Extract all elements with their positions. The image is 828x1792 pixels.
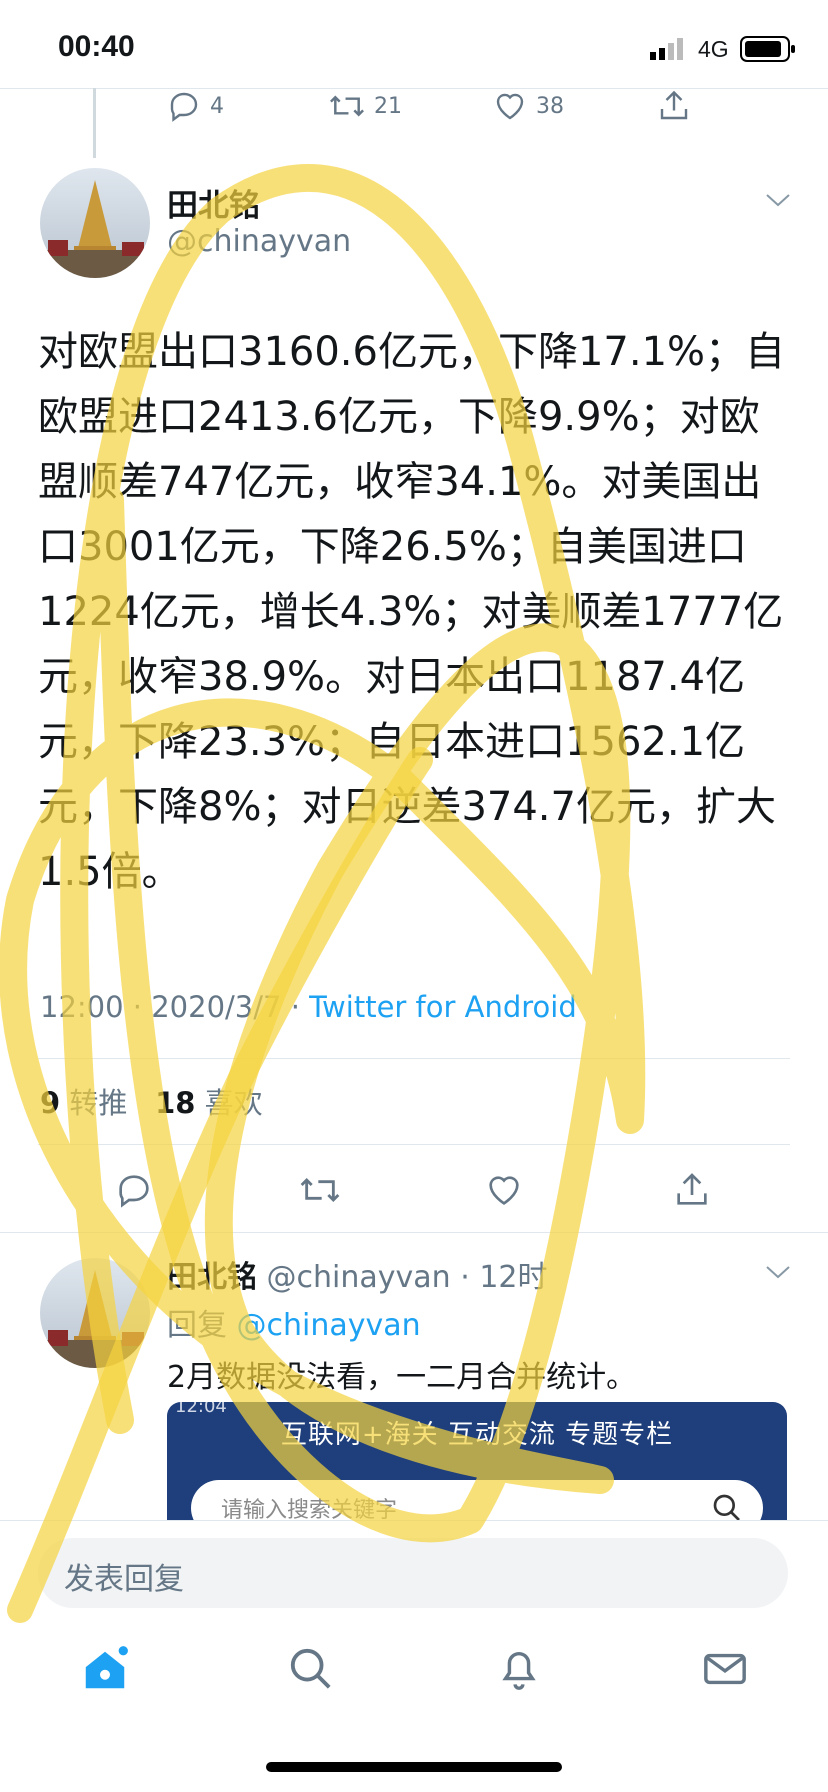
tweet-source-link[interactable]: Twitter for Android	[309, 990, 577, 1024]
prev-retweet-button[interactable]: 21	[328, 88, 402, 124]
share-icon	[660, 90, 688, 120]
meta-separator: ·	[290, 990, 310, 1024]
embed-search-placeholder: 请输入搜索关键字	[221, 1498, 398, 1520]
prev-retweet-count: 21	[374, 93, 402, 119]
like-count: 18	[155, 1086, 196, 1120]
reply-author-name[interactable]: 田北铭	[167, 1260, 257, 1295]
chevron-down-icon[interactable]	[764, 190, 792, 210]
status-time: 00:40	[58, 30, 135, 63]
embed-search-box: 请输入搜索关键字	[191, 1480, 763, 1520]
reply-avatar[interactable]	[40, 1258, 150, 1368]
search-icon[interactable]	[288, 1646, 334, 1692]
retweet-count: 9	[40, 1086, 61, 1120]
home-icon[interactable]	[80, 1644, 130, 1694]
retweet-label: 转推	[69, 1086, 128, 1120]
composer-divider	[0, 1520, 828, 1521]
replying-to: 回复 @chinayvan	[167, 1300, 421, 1344]
battery-icon	[740, 36, 795, 62]
reply-button[interactable]	[114, 1170, 154, 1210]
reply-header: 田北铭 @chinayvan · 12时	[167, 1252, 548, 1296]
like-label: 喜欢	[204, 1086, 263, 1120]
counts-divider	[38, 1144, 790, 1145]
actions-divider	[0, 1232, 828, 1233]
prev-share-button[interactable]	[656, 88, 692, 124]
reply-chevron-down-icon[interactable]	[764, 1262, 792, 1282]
prev-like-count: 38	[536, 93, 564, 119]
like-stat[interactable]: 18 喜欢	[155, 1086, 263, 1120]
avatar-image	[40, 1258, 150, 1368]
replying-label: 回复	[167, 1308, 227, 1343]
reply-text: 2月数据没法看，一二月合并统计。	[167, 1360, 637, 1395]
reply-author-handle[interactable]: @chinayvan	[266, 1260, 451, 1295]
notifications-icon[interactable]	[496, 1644, 542, 1694]
retweet-button[interactable]	[298, 1170, 342, 1210]
author-name[interactable]: 田北铭	[167, 188, 260, 224]
prev-like-button[interactable]: 38	[492, 88, 564, 124]
engagement-counts: 9 转推 18 喜欢	[40, 1080, 263, 1122]
tweet-date: 2020/3/7	[151, 990, 282, 1024]
tweet-time: 12:00	[40, 990, 124, 1024]
status-bar: 00:40 4G	[0, 0, 828, 88]
prev-reply-count: 4	[210, 93, 224, 119]
reply-separator: ·	[460, 1260, 470, 1295]
network-type: 4G	[698, 36, 729, 62]
embed-search-icon	[713, 1494, 740, 1520]
heart-icon	[496, 93, 524, 120]
messages-icon[interactable]	[702, 1646, 748, 1692]
like-button[interactable]	[484, 1170, 524, 1210]
retweet-stat[interactable]: 9 转推	[40, 1086, 127, 1120]
tab-bar	[0, 1620, 828, 1730]
reply-age: 12时	[479, 1260, 548, 1295]
meta-divider	[38, 1058, 790, 1059]
reply-composer-input[interactable]: 发表回复	[38, 1538, 788, 1608]
thread-line	[93, 88, 96, 158]
meta-separator: ·	[132, 990, 152, 1024]
reply-embedded-image[interactable]: 12:04 互联网+海关 互动交流 专题专栏 请输入搜索关键字	[167, 1402, 787, 1520]
signal-icon	[650, 38, 683, 60]
reply-icon	[170, 92, 198, 122]
author-handle[interactable]: @chinayvan	[167, 224, 352, 259]
avatar-image	[40, 168, 150, 278]
tweet-text: 对欧盟出口3160.6亿元，下降17.1%；自欧盟进口2413.6亿元，下降9.…	[38, 329, 786, 895]
replying-handle-link[interactable]: @chinayvan	[236, 1308, 421, 1343]
prev-reply-button[interactable]: 4	[166, 88, 224, 124]
top-divider	[0, 88, 828, 89]
avatar[interactable]	[40, 168, 150, 278]
composer-placeholder: 发表回复	[64, 1562, 184, 1597]
tweet-meta: 12:00 · 2020/3/7 · Twitter for Android	[40, 990, 577, 1024]
share-button[interactable]	[672, 1170, 712, 1210]
home-indicator	[266, 1762, 562, 1772]
retweet-icon	[330, 95, 364, 117]
embed-nav-text: 互联网+海关 互动交流 专题专栏	[280, 1420, 674, 1450]
